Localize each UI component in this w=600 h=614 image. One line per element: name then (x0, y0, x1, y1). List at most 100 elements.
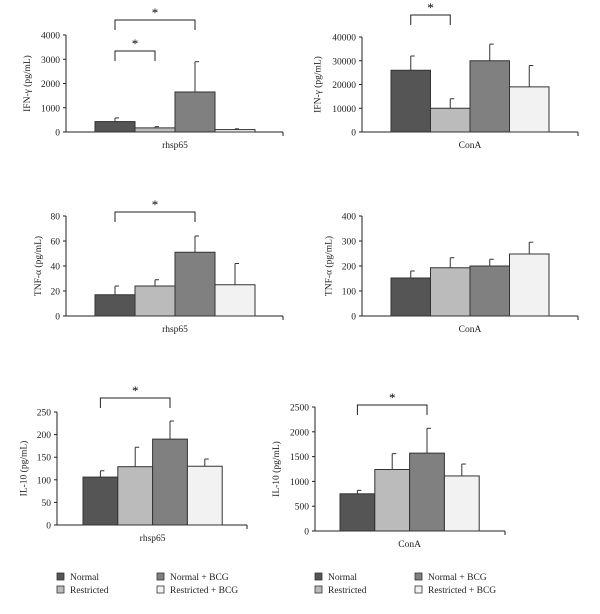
y-tick-label: 10000 (332, 105, 356, 115)
bar-normal-bcg (409, 452, 445, 532)
y-tick-label: 2000 (290, 428, 309, 438)
legend-right: Normal Restricted Normal + BCG Restricted +… (314, 572, 496, 596)
y-tick-label: 0 (351, 129, 356, 139)
significance-bracket (99, 397, 171, 408)
y-tick-label: 200 (342, 263, 357, 273)
bar-normal-bcg (469, 60, 510, 133)
y-tick-label: 400 (342, 213, 357, 223)
y-tick-label: 0 (304, 528, 309, 538)
bar-restricted (134, 127, 176, 133)
bar-normal-bcg (174, 91, 216, 133)
legend-label: Restricted + BCG (170, 586, 238, 596)
bar-normal (82, 476, 119, 526)
bar-restricted-bcg (509, 253, 550, 317)
legend-swatch (414, 585, 423, 594)
y-tick-label: 100 (342, 288, 357, 298)
panel-5: 0 50 100 150 200 250 IL-10 (pg/mL) rhsp65 * (19, 383, 248, 544)
significance-bracket (410, 14, 451, 25)
legend-label: Normal + BCG (170, 573, 229, 583)
y-tick-label: 80 (51, 213, 61, 223)
category-label: rhsp65 (162, 325, 188, 335)
y-axis-label: IL-10 (pg/mL) (271, 441, 282, 497)
bar-normal (339, 493, 376, 532)
panel-6: 0 500 1000 1500 2000 2500 IL-10 (pg/mL) ConA * (271, 390, 506, 550)
panel-1: 0 1000 2000 3000 4000 IFN-γ (pg/mL) rhsp65 * * (22, 5, 284, 151)
y-tick-label: 0 (351, 313, 356, 323)
y-tick-label: 30000 (332, 57, 356, 67)
legend-label: Normal (70, 573, 99, 583)
y-tick-label: 300 (342, 238, 357, 248)
category-label: ConA (398, 540, 421, 550)
y-tick-label: 1500 (290, 453, 309, 463)
y-tick-label: 40000 (332, 34, 356, 44)
significance-star: * (132, 36, 139, 51)
significance-bracket (114, 50, 156, 61)
legend-swatch (56, 585, 65, 594)
panel-3: 0 20 40 60 80 TNF-α (pg/mL) rhsp65 * (33, 197, 284, 335)
bar-restricted (134, 285, 176, 317)
y-axis-label: IFN-γ (pg/mL) (313, 56, 324, 113)
y-tick-label: 50 (42, 499, 52, 509)
y-tick-label: 0 (55, 129, 60, 139)
significance-bracket (114, 211, 196, 222)
bar-normal (390, 277, 431, 317)
significance-star: * (132, 383, 139, 398)
legend-left: Normal Restricted Normal + BCG Restricted +… (56, 572, 238, 596)
legend-label: Normal (328, 573, 357, 583)
panel-4: 0 100 200 300 400 TNF-α (pg/mL) ConA (324, 213, 579, 335)
legend-swatch (314, 585, 323, 594)
significance-star: * (152, 5, 159, 20)
bar-normal-bcg (174, 251, 216, 317)
y-axis-label: IL-10 (pg/mL) (19, 441, 30, 497)
legend-swatch (156, 585, 165, 594)
y-tick-label: 60 (51, 238, 61, 248)
y-tick-label: 150 (37, 454, 52, 464)
bar-normal (94, 121, 136, 133)
y-tick-label: 1000 (290, 478, 309, 488)
y-tick-label: 2000 (41, 80, 60, 90)
y-tick-label: 3000 (41, 56, 60, 66)
y-tick-label: 200 (37, 431, 52, 441)
legend-label: Restricted (70, 586, 109, 596)
bar-restricted-bcg (214, 129, 256, 133)
significance-star: * (152, 197, 159, 212)
y-axis-label: TNF-α (pg/mL) (324, 236, 335, 296)
y-tick-label: 20 (51, 288, 61, 298)
y-tick-label: 1000 (41, 104, 60, 114)
y-tick-label: 2500 (290, 404, 309, 414)
significance-bracket (114, 19, 196, 30)
y-tick-label: 40 (51, 263, 61, 273)
bar-normal (94, 294, 136, 317)
y-tick-label: 500 (295, 503, 310, 513)
bar-restricted (117, 466, 154, 526)
legend-label: Restricted (328, 586, 367, 596)
bar-restricted-bcg (443, 475, 480, 532)
category-label: rhsp65 (140, 534, 166, 544)
bar-restricted (430, 107, 471, 133)
bar-restricted-bcg (509, 86, 550, 133)
panel-2: 0 10000 20000 30000 40000 IFN-γ (pg/mL) ConA * (313, 0, 579, 151)
bar-normal-bcg (469, 265, 510, 317)
y-tick-label: 4000 (41, 32, 60, 42)
y-tick-label: 250 (37, 409, 52, 419)
legend-label: Restricted + BCG (428, 586, 496, 596)
bar-restricted (374, 468, 411, 532)
y-axis-label: IFN-γ (pg/mL) (22, 55, 33, 112)
legend-label: Normal + BCG (428, 573, 487, 583)
category-label: ConA (459, 141, 482, 151)
bar-normal-bcg (152, 438, 188, 526)
y-tick-label: 0 (55, 313, 60, 323)
y-tick-label: 100 (37, 476, 52, 486)
legend-swatch (314, 572, 323, 581)
y-axis-label: TNF-α (pg/mL) (33, 236, 44, 296)
legend-swatch (56, 572, 65, 581)
legend-swatch (156, 572, 165, 581)
category-label: ConA (459, 325, 482, 335)
bar-normal (390, 69, 431, 133)
y-tick-label: 20000 (332, 81, 356, 91)
significance-bracket (356, 404, 428, 415)
significance-star: * (427, 0, 434, 15)
legend-swatch (414, 572, 423, 581)
significance-star: * (389, 390, 396, 405)
